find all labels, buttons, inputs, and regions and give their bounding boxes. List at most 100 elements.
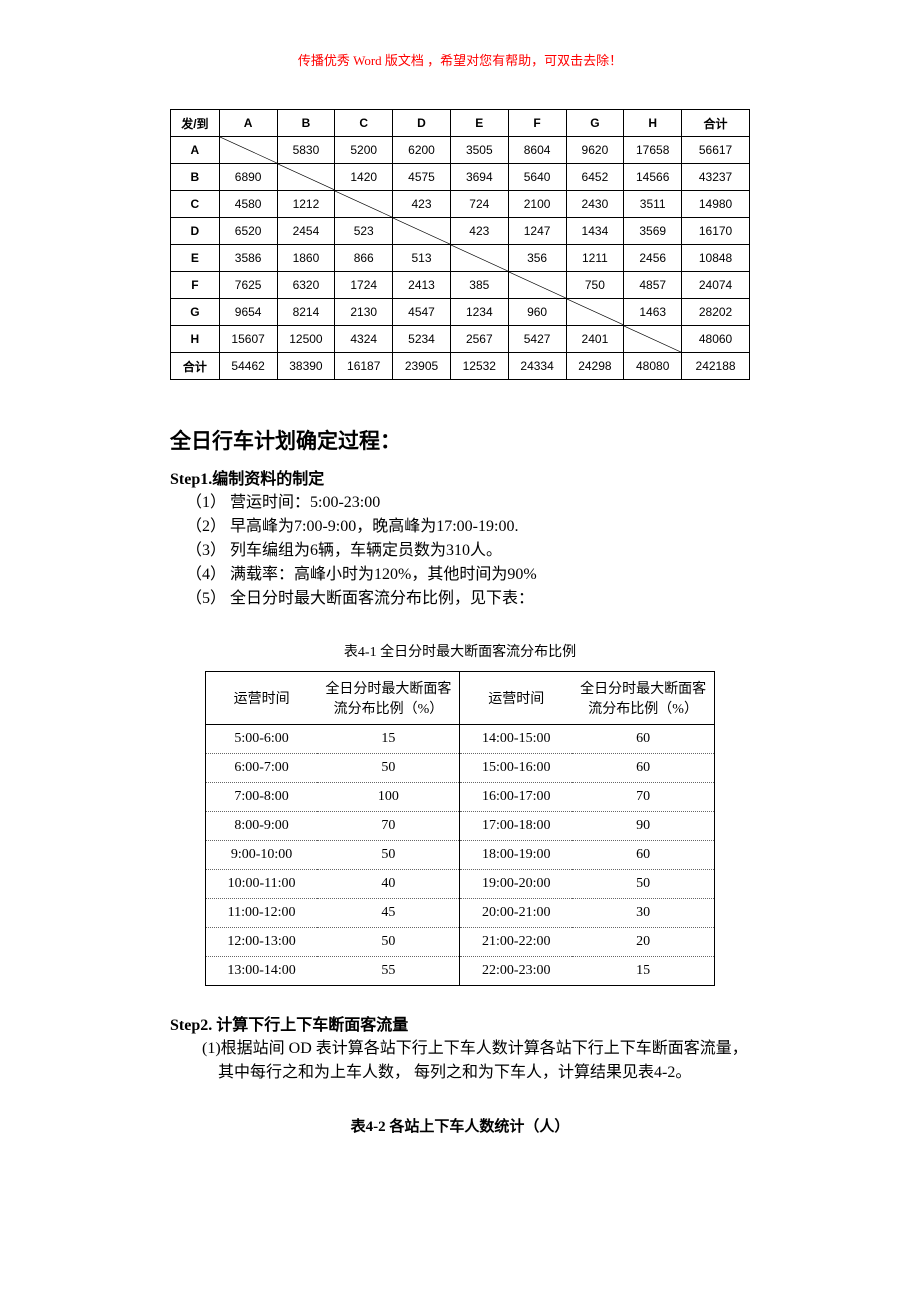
dist-cell: 60 [572,841,715,870]
dist-cell: 60 [572,725,715,754]
od-row: C4580121242372421002430351114980 [171,191,750,218]
dist-cell: 5:00-6:00 [205,725,317,754]
od-row: H15607125004324523425675427240148060 [171,326,750,353]
dist-cell: 13:00-14:00 [205,957,317,986]
od-cell: 2130 [335,299,393,326]
header-note: 传播优秀 Word 版文档 ，希望对您有帮助，可双击去除！ [0,50,920,69]
od-cell [624,326,682,353]
dist-cell: 70 [317,812,460,841]
step1-item: （5） 全日分时最大断面客流分布比例，见下表： [186,587,750,611]
od-cell: 5427 [508,326,566,353]
step1-item: （4） 满载率：高峰小时为120%，其他时间为90% [186,563,750,587]
od-cell: 14566 [624,164,682,191]
od-cell: 43237 [682,164,750,191]
dist-cell: 30 [572,899,715,928]
od-row: D6520245452342312471434356916170 [171,218,750,245]
content-area: 发/到 A B C D E F G H 合计 A5830520062003505… [170,109,750,1136]
dist-cell: 50 [572,870,715,899]
od-cell: 2454 [277,218,335,245]
dist-cell: 20:00-21:00 [460,899,572,928]
od-cell: 12500 [277,326,335,353]
dist-cell: 8:00-9:00 [205,812,317,841]
od-row-header: A [171,137,220,164]
od-cell: 2567 [450,326,508,353]
od-cell: 423 [393,191,451,218]
dist-row: 5:00-6:001514:00-15:0060 [205,725,714,754]
od-cell: 6890 [219,164,277,191]
od-col-header: E [450,110,508,137]
dist-cell: 9:00-10:00 [205,841,317,870]
od-cell: 4580 [219,191,277,218]
od-cell: 1420 [335,164,393,191]
od-cell: 24334 [508,353,566,380]
dist-cell: 18:00-19:00 [460,841,572,870]
od-col-header: A [219,110,277,137]
document-page: 传播优秀 Word 版文档 ，希望对您有帮助，可双击去除！ 发/到 A B C … [0,0,920,1246]
od-cell: 7625 [219,272,277,299]
od-cell: 4324 [335,326,393,353]
od-col-header: C [335,110,393,137]
od-col-header: F [508,110,566,137]
dist-row: 12:00-13:005021:00-22:0020 [205,928,714,957]
dist-cell: 20 [572,928,715,957]
dist-cell: 60 [572,754,715,783]
od-row-header: C [171,191,220,218]
od-row-header: G [171,299,220,326]
od-cell: 12532 [450,353,508,380]
od-cell: 356 [508,245,566,272]
dist-cell: 17:00-18:00 [460,812,572,841]
od-cell: 9654 [219,299,277,326]
od-row: 合计54462383901618723905125322433424298480… [171,353,750,380]
od-row-header: D [171,218,220,245]
dist-cell: 15:00-16:00 [460,754,572,783]
dist-cell: 7:00-8:00 [205,783,317,812]
od-col-header: B [277,110,335,137]
dist-row: 13:00-14:005522:00-23:0015 [205,957,714,986]
od-cell: 385 [450,272,508,299]
od-cell: 866 [335,245,393,272]
dist-cell: 100 [317,783,460,812]
od-cell: 38390 [277,353,335,380]
dist-row: 10:00-11:004019:00-20:0050 [205,870,714,899]
od-cell: 28202 [682,299,750,326]
dist-cell: 50 [317,928,460,957]
od-cell: 5234 [393,326,451,353]
od-row-header: H [171,326,220,353]
dist-cell: 16:00-17:00 [460,783,572,812]
step2-title: Step2. 计算下行上下车断面客流量 [170,1011,750,1035]
od-cell: 4575 [393,164,451,191]
od-cell: 2100 [508,191,566,218]
dist-cell: 11:00-12:00 [205,899,317,928]
od-cell: 1463 [624,299,682,326]
od-cell: 48080 [624,353,682,380]
od-cell: 5830 [277,137,335,164]
od-row-header: 合计 [171,353,220,380]
od-cell: 750 [566,272,624,299]
dist-row: 11:00-12:004520:00-21:0030 [205,899,714,928]
od-row-header: F [171,272,220,299]
od-cell: 1724 [335,272,393,299]
dist-cell: 45 [317,899,460,928]
od-cell: 3511 [624,191,682,218]
od-cell: 56617 [682,137,750,164]
dist-cell: 90 [572,812,715,841]
dist-cell: 55 [317,957,460,986]
od-cell: 724 [450,191,508,218]
od-cell: 2401 [566,326,624,353]
dist-cell: 50 [317,841,460,870]
od-cell: 5200 [335,137,393,164]
od-cell: 5640 [508,164,566,191]
od-cell: 48060 [682,326,750,353]
dist-col-header: 运营时间 [460,672,572,725]
od-row: G96548214213045471234960146328202 [171,299,750,326]
step1-item: （3） 列车编组为6辆，车辆定员数为310人。 [186,539,750,563]
od-cell: 4857 [624,272,682,299]
dist-cell: 40 [317,870,460,899]
od-row: E358618608665133561211245610848 [171,245,750,272]
section-heading: 全日行车计划确定过程： [170,425,750,455]
dist-cell: 6:00-7:00 [205,754,317,783]
od-row: B6890142045753694564064521456643237 [171,164,750,191]
table42-caption: 表4-2 各站上下车人数统计（人） [170,1115,750,1136]
dist-row: 8:00-9:007017:00-18:0090 [205,812,714,841]
od-cell: 1234 [450,299,508,326]
